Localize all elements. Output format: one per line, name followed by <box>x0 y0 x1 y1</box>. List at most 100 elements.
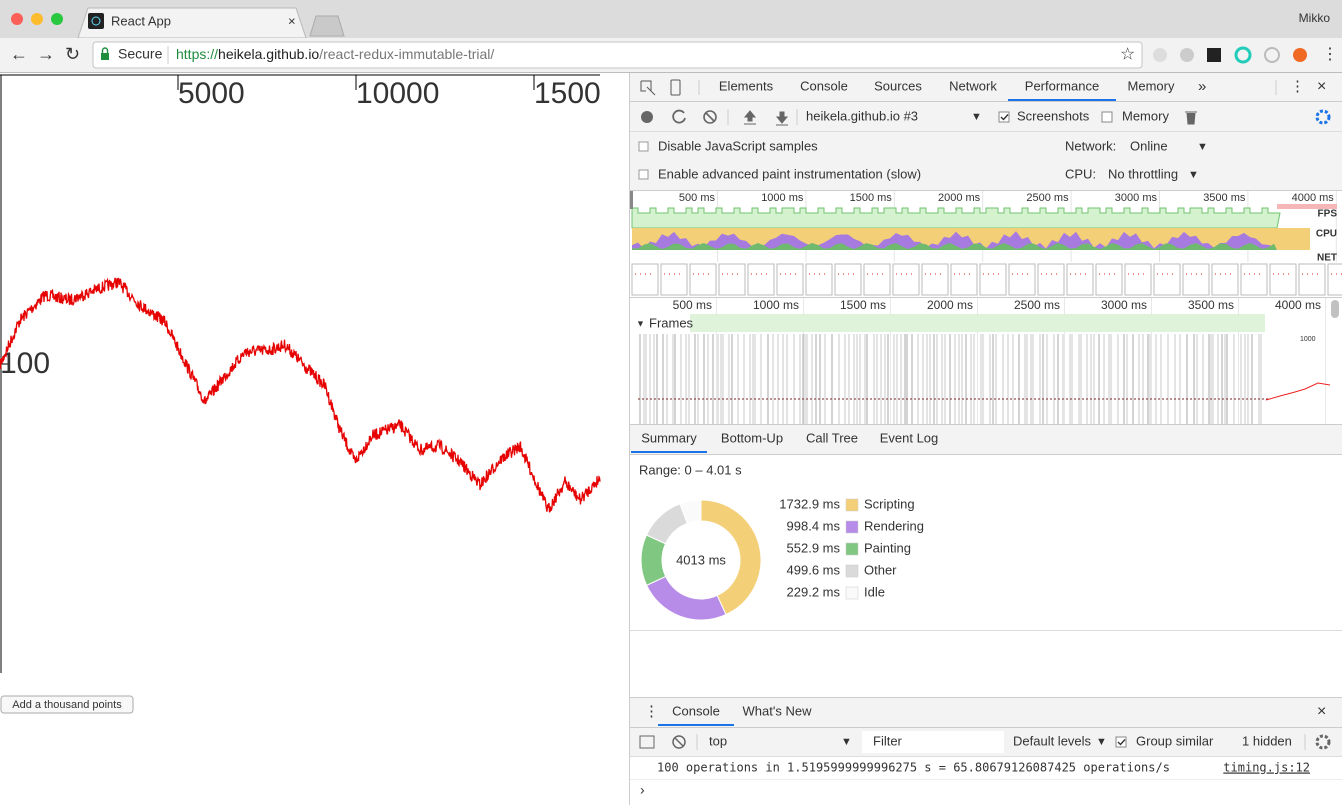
close-window[interactable] <box>11 13 23 25</box>
dropdown-arrow[interactable]: ▼ <box>971 111 982 123</box>
capture-settings-button[interactable] <box>1315 109 1331 125</box>
screenshot-thumbnail <box>631 263 659 296</box>
range-handle[interactable] <box>630 191 633 209</box>
devtools-tab[interactable]: Network <box>949 78 997 93</box>
bookmark-star[interactable]: ☆ <box>1120 44 1135 63</box>
filter-placeholder[interactable]: Filter <box>873 733 903 748</box>
devtools-tab[interactable]: Sources <box>874 78 922 93</box>
donut-segment <box>679 499 702 525</box>
frame-series-tail <box>1265 382 1331 401</box>
screenshots-label[interactable]: Screenshots <box>1017 108 1090 123</box>
forward-button[interactable]: → <box>37 44 55 64</box>
screenshots-checkbox[interactable] <box>998 111 1010 123</box>
profile-name[interactable]: Mikko <box>1299 11 1331 25</box>
console-prompt[interactable]: › <box>640 782 645 798</box>
lock-shackle <box>101 47 109 53</box>
paint-instrumentation-label[interactable]: Enable advanced paint instrumentation (s… <box>658 166 921 181</box>
network-select[interactable]: Online <box>1130 138 1168 153</box>
details-tab[interactable]: Event Log <box>880 430 939 445</box>
scrollbar-thumb[interactable] <box>1331 300 1339 318</box>
group-similar-label[interactable]: Group similar <box>1136 733 1214 748</box>
screenshot-thumbnail <box>660 263 688 296</box>
reload-profile-button[interactable] <box>672 109 686 124</box>
drawer-tab[interactable]: What's New <box>743 703 813 718</box>
device-icon[interactable] <box>670 79 681 96</box>
drawer-tab[interactable]: Console <box>672 703 720 718</box>
checkbox[interactable] <box>638 141 649 152</box>
checkbox[interactable] <box>638 169 649 180</box>
timeline-tick-label: 1500 ms <box>840 298 886 312</box>
new-tab[interactable] <box>309 15 345 37</box>
overview-tick-label: 1500 ms <box>850 192 893 204</box>
recording-select[interactable]: heikela.github.io #3 <box>806 108 918 123</box>
devtools-menu[interactable]: ⋮ <box>1290 78 1305 95</box>
devtools-close[interactable]: × <box>1317 78 1326 95</box>
extension-icon[interactable] <box>1180 48 1194 62</box>
extension-icon[interactable] <box>1234 46 1252 64</box>
cpu-select[interactable]: No throttling <box>1108 166 1178 181</box>
legend-swatch <box>845 586 859 600</box>
clear-button[interactable] <box>703 110 717 124</box>
inspect-icon[interactable] <box>640 80 656 96</box>
legend-name: Other <box>864 562 897 577</box>
devtools-tab[interactable]: Console <box>800 78 848 93</box>
drawer-close[interactable]: × <box>1317 703 1326 720</box>
url[interactable]: https://heikela.github.io/react-redux-im… <box>176 46 494 62</box>
group-similar-checkbox[interactable] <box>1115 736 1127 748</box>
legend-name: Scripting <box>864 496 915 511</box>
devtools-tab[interactable]: Memory <box>1128 78 1175 93</box>
extension-icon[interactable] <box>1153 48 1167 62</box>
extension-icon[interactable] <box>1293 48 1307 62</box>
overview-tick-label: 1000 ms <box>761 192 804 204</box>
screenshot-thumbnail <box>863 263 891 296</box>
load-profile-button[interactable] <box>743 110 757 125</box>
record-button[interactable] <box>641 111 653 123</box>
details-tab[interactable]: Bottom-Up <box>721 430 783 445</box>
details-tab[interactable]: Summary <box>641 430 697 445</box>
expand-arrow[interactable]: ▼ <box>636 318 645 328</box>
dropdown-arrow[interactable]: ▼ <box>1188 169 1199 181</box>
omnibox[interactable] <box>92 41 1143 69</box>
devtools-tab[interactable]: Elements <box>719 78 774 93</box>
dropdown-arrow[interactable]: ▼ <box>1096 736 1107 748</box>
frames-strip <box>690 314 1265 332</box>
chrome-menu[interactable]: ⋮ <box>1322 46 1338 63</box>
dropdown-arrow[interactable]: ▼ <box>1197 141 1208 153</box>
network-label: Network: <box>1065 138 1116 153</box>
tab-close[interactable]: × <box>288 13 296 28</box>
devtools-tab[interactable]: Performance <box>1025 78 1099 93</box>
extension-icon[interactable] <box>1207 48 1221 62</box>
maximize-window[interactable] <box>51 13 63 25</box>
more-tabs[interactable]: » <box>1198 78 1206 95</box>
overview-tick-label: 2500 ms <box>1026 192 1069 204</box>
disable-js-label[interactable]: Disable JavaScript samples <box>658 138 818 153</box>
drawer-tabbar <box>630 698 1342 727</box>
memory-label[interactable]: Memory <box>1122 108 1169 123</box>
extension-icon[interactable] <box>1264 47 1280 63</box>
levels-select[interactable]: Default levels <box>1013 733 1092 748</box>
context-select[interactable]: top <box>709 733 727 748</box>
add-points-button[interactable] <box>0 695 134 714</box>
clear-console[interactable] <box>672 735 686 749</box>
minimize-window[interactable] <box>31 13 43 25</box>
sidebar-toggle[interactable] <box>639 735 655 749</box>
collect-garbage-button[interactable] <box>1185 111 1197 125</box>
save-profile-button[interactable] <box>775 111 789 126</box>
details-tab[interactable]: Call Tree <box>806 430 858 445</box>
x-axis-label: 10000 <box>356 77 439 110</box>
dropdown-arrow[interactable]: ▼ <box>841 736 852 748</box>
random-walk-line <box>0 277 601 513</box>
console-settings[interactable] <box>1315 734 1331 750</box>
back-button[interactable]: ← <box>10 44 28 64</box>
add-points-button-label[interactable]: Add a thousand points <box>12 699 122 711</box>
console-source-link[interactable]: timing.js:12 <box>1223 761 1310 775</box>
memory-checkbox[interactable] <box>1101 111 1113 123</box>
filter-input[interactable] <box>862 731 1004 753</box>
react-icon <box>91 16 101 26</box>
legend-swatch <box>845 498 859 512</box>
reload-button[interactable]: ↻ <box>65 44 80 64</box>
drawer-menu[interactable]: ⋮ <box>644 703 659 720</box>
frame-label: 1000 <box>1300 336 1316 343</box>
devtools-tabs: Elements Console Sources Network Performance… <box>719 78 1175 101</box>
